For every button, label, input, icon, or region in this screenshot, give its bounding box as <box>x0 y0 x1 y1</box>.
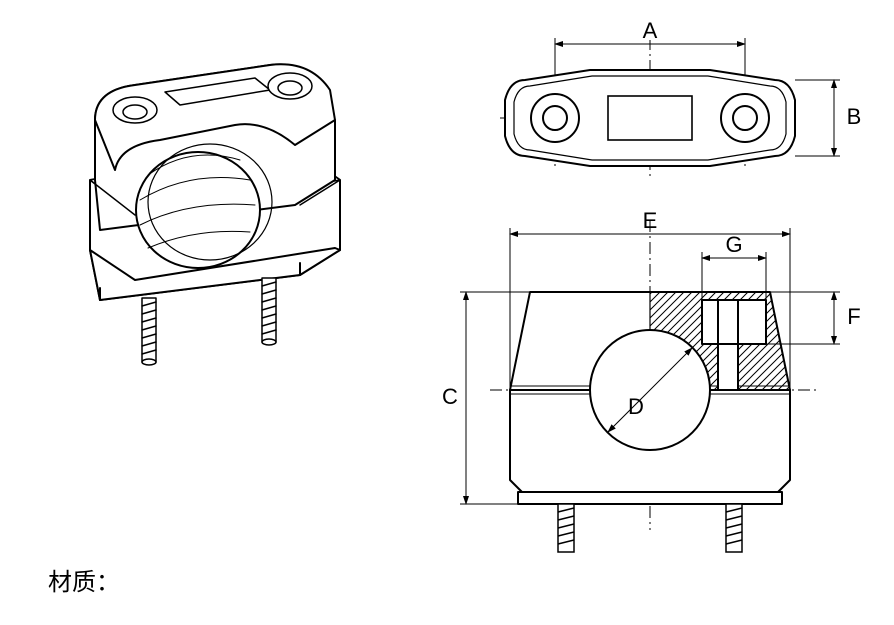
dim-label-E: E <box>643 208 658 233</box>
front-view: E G F C D <box>400 200 880 580</box>
dim-label-G: G <box>725 232 742 257</box>
dim-label-B: B <box>847 104 862 129</box>
materials-block: 材质： 安装支架：聚缩醛 六角螺栓、弹簧垫圈：铁 镀镍 <box>48 500 384 625</box>
top-view: A B <box>430 10 870 200</box>
dim-label-D: D <box>628 394 644 419</box>
dim-label-C: C <box>442 384 458 409</box>
dim-label-A: A <box>643 18 658 43</box>
isometric-view <box>40 30 380 410</box>
dim-label-F: F <box>847 304 860 329</box>
materials-title: 材质： <box>48 567 384 601</box>
